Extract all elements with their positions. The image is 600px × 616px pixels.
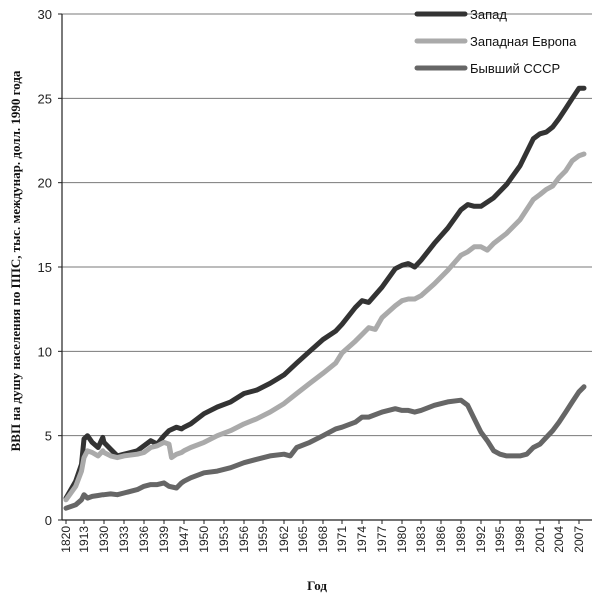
x-tick-label: 1971 bbox=[335, 526, 349, 553]
x-tick-label: 1933 bbox=[117, 526, 131, 553]
x-tick-label: 1947 bbox=[177, 526, 191, 553]
x-tick-label: 1950 bbox=[197, 526, 211, 553]
legend-label-1: Западная Европа bbox=[470, 34, 577, 49]
series-lines bbox=[63, 85, 587, 511]
x-tick-label: 1986 bbox=[434, 526, 448, 553]
x-tick-label: 2004 bbox=[552, 526, 566, 553]
x-tick-label: 1968 bbox=[316, 526, 330, 553]
x-tick-label: 1989 bbox=[454, 526, 468, 553]
y-tick-label: 5 bbox=[45, 429, 52, 444]
x-tick-label: 1974 bbox=[355, 526, 369, 553]
x-tick-labels: 1820 1913 1930 1933 1936 1939 1947 1950 1953 1956… bbox=[59, 520, 586, 553]
x-tick-label: 1998 bbox=[513, 526, 527, 553]
y-tick-label: 25 bbox=[38, 91, 52, 106]
x-tick-label: 1995 bbox=[493, 526, 507, 553]
y-tick-label: 15 bbox=[38, 260, 52, 275]
x-tick-label: 1956 bbox=[237, 526, 251, 553]
x-tick-label: 1983 bbox=[414, 526, 428, 553]
y-tick-label: 30 bbox=[38, 7, 52, 22]
y-tick-label: 20 bbox=[38, 176, 52, 191]
x-tick-label: 1820 bbox=[59, 526, 73, 553]
x-tick-label: 1959 bbox=[256, 526, 270, 553]
x-tick-label: 2001 bbox=[533, 526, 547, 553]
y-tick-label: 0 bbox=[45, 513, 52, 528]
x-tick-label: 1930 bbox=[97, 526, 111, 553]
grid-lines bbox=[62, 13, 592, 437]
x-tick-label: 1980 bbox=[395, 526, 409, 553]
y-axis-title: ВВП на душу населения по ППС, тыс. между… bbox=[8, 70, 23, 451]
x-tick-label: 2007 bbox=[572, 526, 586, 553]
x-tick-label: 1913 bbox=[77, 526, 91, 553]
legend-label-0: Запад bbox=[470, 7, 507, 22]
x-tick-label: 1962 bbox=[277, 526, 291, 553]
x-tick-label: 1965 bbox=[296, 526, 310, 553]
series-line-1 bbox=[63, 151, 587, 503]
y-tick-label: 10 bbox=[38, 344, 52, 359]
y-tick-labels: 0 5 10 15 20 25 30 bbox=[38, 7, 62, 528]
x-tick-label: 1977 bbox=[375, 526, 389, 553]
x-axis-title: Год bbox=[307, 578, 327, 593]
x-tick-label: 1953 bbox=[217, 526, 231, 553]
series-line-2 bbox=[63, 384, 587, 511]
legend: Запад Западная Европа Бывший СССР bbox=[414, 7, 577, 76]
x-tick-label: 1992 bbox=[474, 526, 488, 553]
legend-label-2: Бывший СССР bbox=[470, 61, 560, 76]
x-tick-label: 1939 bbox=[157, 526, 171, 553]
x-tick-label: 1936 bbox=[137, 526, 151, 553]
